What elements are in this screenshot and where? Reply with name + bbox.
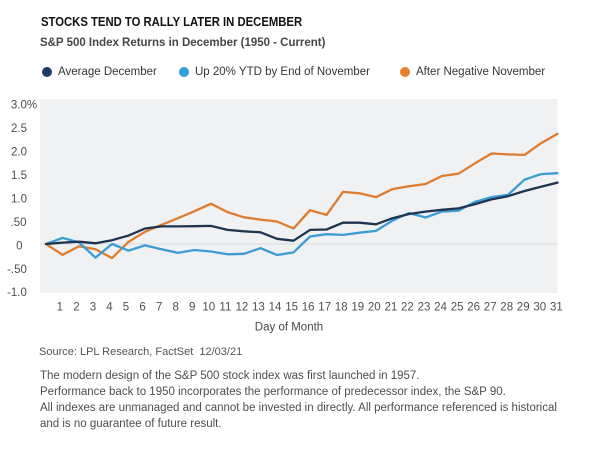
svg-text:2: 2: [73, 302, 79, 314]
svg-text:11: 11: [219, 302, 231, 314]
svg-text:27: 27: [484, 302, 497, 314]
svg-text:4: 4: [106, 302, 113, 314]
svg-text:2.5: 2.5: [11, 123, 27, 135]
svg-text:24: 24: [434, 302, 447, 314]
svg-text:25: 25: [451, 302, 464, 314]
svg-text:0: 0: [16, 240, 22, 252]
svg-text:-1.0: -1.0: [7, 287, 27, 299]
svg-text:14: 14: [269, 302, 282, 314]
svg-text:28: 28: [500, 302, 513, 314]
svg-text:13: 13: [252, 302, 265, 314]
svg-text:1.0: 1.0: [11, 193, 27, 205]
svg-text:10: 10: [202, 302, 215, 314]
svg-text:30: 30: [533, 302, 546, 314]
svg-text:16: 16: [302, 302, 315, 314]
svg-text:8: 8: [172, 302, 178, 314]
svg-text:18: 18: [335, 302, 348, 314]
svg-text:17: 17: [318, 302, 331, 314]
svg-text:1: 1: [57, 302, 63, 314]
svg-text:7: 7: [156, 302, 162, 314]
svg-text:15: 15: [285, 302, 298, 314]
svg-text:6: 6: [139, 302, 145, 314]
svg-text:22: 22: [401, 302, 414, 314]
svg-text:20: 20: [368, 302, 381, 314]
svg-text:9: 9: [189, 302, 195, 314]
svg-text:23: 23: [418, 302, 431, 314]
svg-text:3.0%: 3.0%: [11, 100, 37, 112]
svg-text:29: 29: [517, 302, 530, 314]
svg-text:Day of Month: Day of Month: [255, 322, 323, 334]
svg-text:2.0: 2.0: [11, 147, 27, 159]
svg-text:5: 5: [123, 302, 129, 314]
svg-text:26: 26: [467, 302, 480, 314]
svg-text:19: 19: [351, 302, 364, 314]
svg-text:12: 12: [236, 302, 249, 314]
svg-text:31: 31: [550, 302, 563, 314]
svg-text:21: 21: [385, 302, 398, 314]
svg-text:-.50: -.50: [7, 264, 27, 276]
svg-text:.50: .50: [11, 217, 27, 229]
svg-text:1.5: 1.5: [11, 170, 27, 182]
svg-text:3: 3: [90, 302, 96, 314]
